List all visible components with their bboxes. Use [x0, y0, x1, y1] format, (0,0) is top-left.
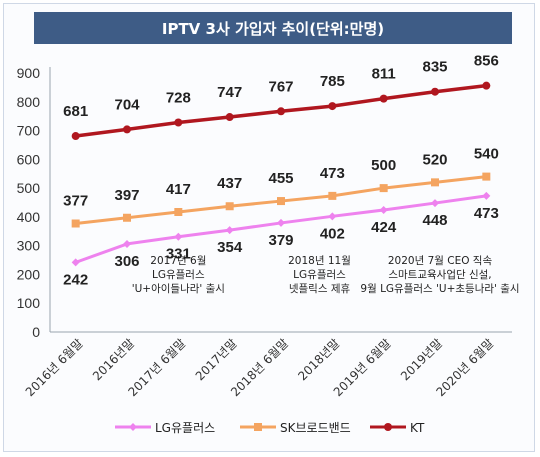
- data-point: [174, 207, 183, 216]
- data-label: 704: [114, 96, 140, 113]
- annotation-text: LG유플러스: [293, 269, 346, 281]
- legend-label: SK브로드밴드: [280, 421, 351, 435]
- data-label: 681: [63, 103, 88, 120]
- data-point: [123, 125, 131, 134]
- annotation-text: 스마트교육사업단 신설,: [388, 268, 491, 281]
- data-label: 331: [166, 246, 191, 263]
- x-tick-label: 2016년말: [90, 336, 137, 383]
- data-label: 402: [320, 225, 345, 242]
- data-point: [482, 191, 491, 200]
- data-point: [225, 226, 234, 235]
- data-label: 835: [422, 59, 447, 76]
- annotation-text: 'U+아이들나라' 출시: [132, 283, 225, 295]
- legend-label: KT: [410, 421, 425, 435]
- data-label: 473: [474, 205, 499, 222]
- data-point: [174, 118, 183, 127]
- y-tick-label: 100: [17, 295, 41, 311]
- annotation-text: 2020년 7월 CEO 직속: [388, 255, 493, 267]
- x-tick-label: 2017년말: [193, 336, 240, 383]
- data-label: 767: [268, 78, 293, 95]
- data-label: 437: [217, 175, 242, 192]
- data-point: [379, 184, 388, 193]
- y-tick-label: 600: [17, 151, 41, 167]
- data-point: [482, 172, 491, 181]
- data-label: 417: [166, 181, 191, 198]
- data-point: [431, 199, 439, 208]
- data-point: [71, 258, 80, 267]
- legend-marker: [129, 423, 137, 431]
- annotation-text: 2017년 6월: [150, 255, 206, 267]
- chart-frame: IPTV 3사 가입자 추이(단위:만명): [3, 3, 535, 452]
- data-point: [328, 212, 337, 221]
- data-point: [431, 178, 439, 187]
- legend-label: LG유플러스: [155, 421, 215, 435]
- data-label: 424: [371, 219, 397, 236]
- data-label: 448: [422, 212, 447, 229]
- data-label: 811: [372, 66, 396, 83]
- x-tick-label: 2019년말: [398, 336, 445, 383]
- data-label: 397: [114, 187, 139, 204]
- data-point: [174, 232, 183, 241]
- data-label: 242: [63, 271, 88, 288]
- data-point: [328, 102, 337, 111]
- data-label: 473: [320, 165, 345, 182]
- data-label: 747: [217, 84, 242, 101]
- data-point: [71, 219, 80, 228]
- data-point: [123, 213, 131, 222]
- annotation-text: 9월 LG유플러스 'U+초등나라' 출시: [360, 283, 519, 295]
- data-point: [328, 191, 337, 200]
- y-tick-label: 700: [17, 123, 41, 139]
- chart-title: IPTV 3사 가입자 추이(단위:만명): [34, 12, 512, 44]
- x-tick-label: 2018년말: [295, 336, 342, 383]
- data-point: [277, 218, 285, 227]
- data-point: [277, 197, 285, 206]
- data-point: [431, 87, 439, 96]
- data-label: 354: [217, 239, 243, 256]
- data-label: 379: [268, 232, 293, 249]
- data-point: [379, 205, 388, 214]
- y-tick-label: 300: [17, 238, 41, 254]
- y-tick-label: 0: [32, 324, 40, 340]
- data-point: [379, 94, 388, 103]
- y-tick-label: 900: [17, 65, 41, 81]
- annotation-text: 2018년 11월: [288, 255, 351, 267]
- data-point: [482, 81, 491, 90]
- data-point: [225, 113, 234, 122]
- data-point: [71, 132, 80, 141]
- annotation-text: LG유플러스: [152, 269, 205, 281]
- data-label: 306: [114, 253, 139, 270]
- y-tick-label: 800: [17, 94, 41, 110]
- y-tick-label: 200: [17, 266, 41, 282]
- y-tick-label: 500: [17, 180, 41, 196]
- x-tick-label: 2016년 6월말: [23, 336, 86, 399]
- data-label: 520: [422, 151, 447, 168]
- data-label: 377: [63, 193, 88, 210]
- data-point: [225, 202, 234, 211]
- data-label: 540: [474, 146, 499, 163]
- data-point: [277, 107, 285, 116]
- data-label: 856: [474, 53, 499, 70]
- data-label: 785: [320, 73, 345, 90]
- annotation-text: 넷플릭스 제휴: [289, 283, 351, 295]
- data-label: 500: [371, 157, 396, 174]
- legend-marker: [254, 423, 262, 431]
- data-point: [123, 239, 131, 248]
- y-tick-label: 400: [17, 209, 41, 225]
- data-label: 728: [166, 89, 191, 106]
- data-label: 455: [268, 170, 293, 187]
- legend-marker: [384, 423, 392, 431]
